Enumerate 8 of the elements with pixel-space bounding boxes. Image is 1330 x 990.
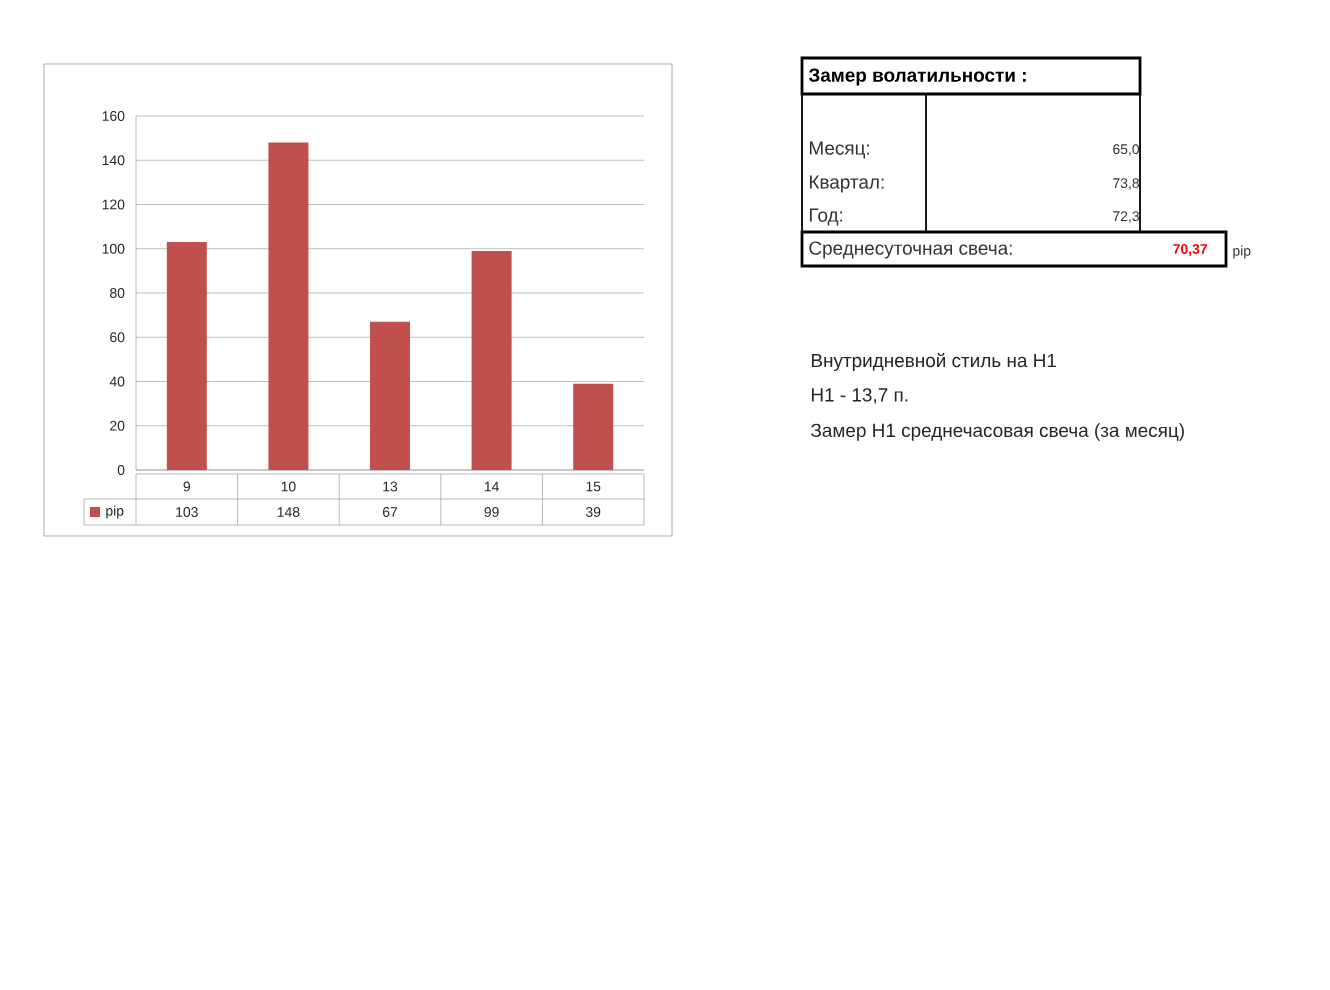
- text: Внутридневной стиль на H1: [811, 352, 1056, 371]
- text: Замер волатильности :: [808, 68, 1026, 86]
- text: Среднесуточная свеча:: [809, 241, 1012, 259]
- text: Квартал:: [809, 175, 884, 193]
- text: Год:: [809, 208, 843, 226]
- text: Месяц:: [809, 141, 870, 159]
- text: Замер H1 среднечасовая свеча (за месяц): [811, 423, 1184, 441]
- text: H1 - 13,7 п.: [811, 388, 908, 404]
